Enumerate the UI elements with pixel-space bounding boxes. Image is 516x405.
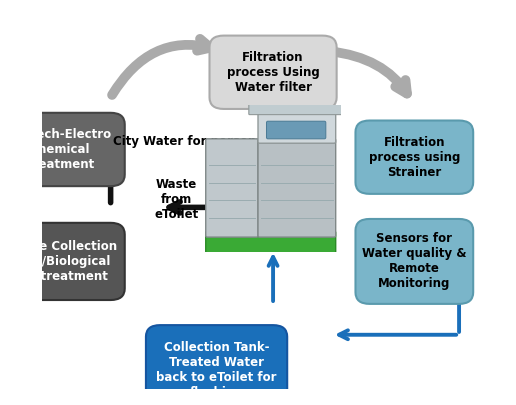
FancyBboxPatch shape [0,113,125,186]
FancyBboxPatch shape [0,223,125,300]
Text: Filtration
process using
Strainer: Filtration process using Strainer [368,136,460,179]
FancyBboxPatch shape [356,219,473,304]
Text: Sensors for
Water quality &
Remote
Monitoring: Sensors for Water quality & Remote Monit… [362,232,466,290]
Text: City Water for personal hygiene: City Water for personal hygiene [113,134,325,147]
FancyBboxPatch shape [356,121,473,194]
Text: Filtration
process Using
Water filter: Filtration process Using Water filter [227,51,319,94]
Text: Waste
from
eToilet: Waste from eToilet [154,178,199,221]
FancyBboxPatch shape [146,325,287,405]
FancyBboxPatch shape [209,36,336,109]
Text: Caltech-Electro
chemical
treatment: Caltech-Electro chemical treatment [11,128,112,171]
Text: Collection Tank-
Treated Water
back to eToilet for
flushing: Collection Tank- Treated Water back to e… [156,341,277,399]
Text: Waste Collection
Tank/Biological
Pre treatment: Waste Collection Tank/Biological Pre tre… [6,240,117,283]
